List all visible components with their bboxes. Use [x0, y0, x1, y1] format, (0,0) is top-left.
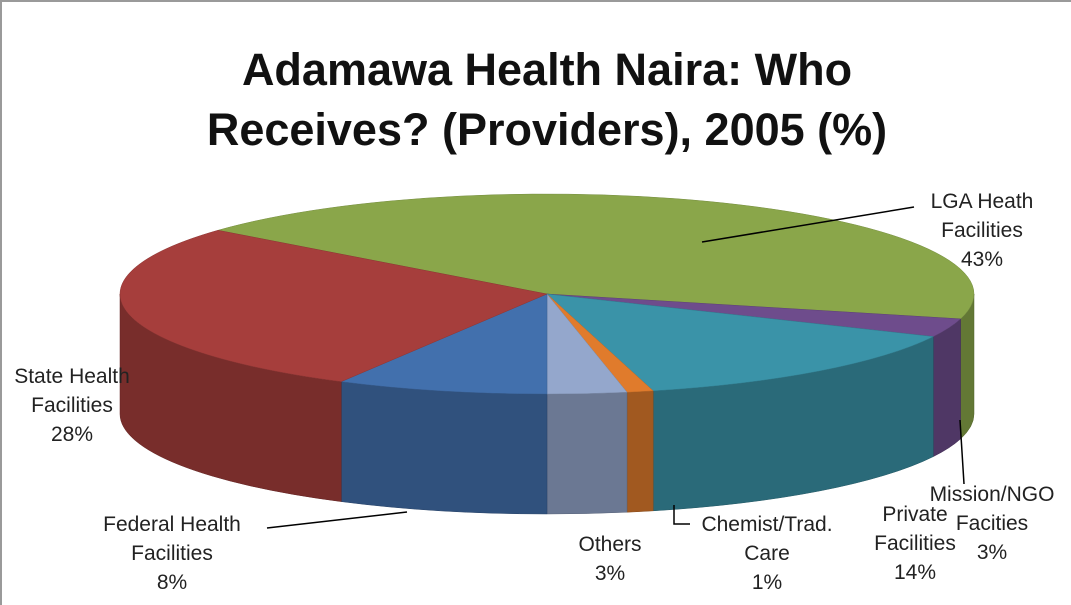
slice: [340, 293, 548, 395]
slice: [546, 293, 935, 392]
slice: [217, 193, 975, 320]
leader-line: [701, 206, 915, 243]
category-label: LGA Heath Facilities: [930, 190, 1034, 242]
slice-side: [546, 391, 628, 515]
data-label: Mission/NGO Facities 3%: [902, 480, 1071, 567]
category-label: Federal Health Facilities: [103, 513, 241, 565]
leader-line: [673, 505, 690, 525]
value-label: 28%: [50, 423, 94, 446]
data-label: Private Facilities 14%: [850, 500, 980, 587]
category-label: Others: [578, 533, 642, 556]
slice-side: [933, 318, 961, 457]
data-label: State Health Facilities 28%: [2, 362, 142, 449]
category-label: Chemist/Trad. Care: [701, 513, 833, 565]
category-label: Private Facilities: [874, 503, 956, 555]
value-label: 3%: [594, 562, 626, 585]
chart-title: Adamawa Health Naira: Who Receives? (Pro…: [206, 44, 888, 155]
leader-line: [959, 419, 965, 485]
slice-side: [341, 381, 548, 515]
slice-side: [626, 390, 654, 513]
leader-line: [266, 511, 408, 529]
data-label: Federal Health Facilities 8%: [72, 510, 272, 597]
data-label: Chemist/Trad. Care 1%: [682, 510, 852, 597]
value-label: 3%: [976, 541, 1008, 564]
category-label: State Health Facilities: [14, 365, 130, 417]
value-label: 8%: [156, 571, 188, 594]
data-label: LGA Heath Facilities 43%: [907, 187, 1057, 274]
data-label: Others 3%: [550, 530, 670, 588]
value-label: 1%: [751, 571, 783, 594]
slice: [119, 230, 548, 382]
category-label: Mission/NGO Facities: [929, 483, 1055, 535]
value-label: 43%: [960, 248, 1004, 271]
value-label: 14%: [893, 561, 937, 584]
pie: [119, 193, 975, 515]
